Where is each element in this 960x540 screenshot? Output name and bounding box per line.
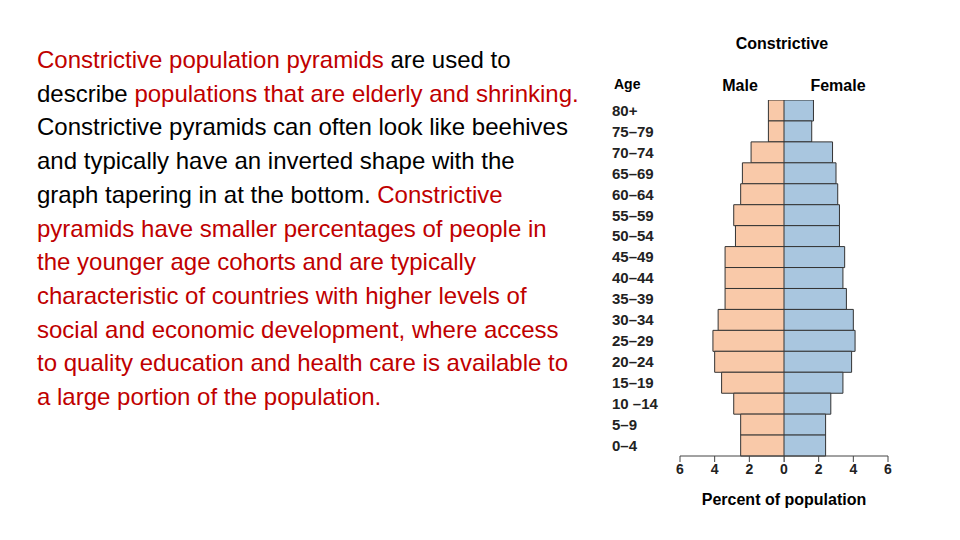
svg-text:0–4: 0–4 — [612, 437, 638, 454]
svg-text:5–9: 5–9 — [612, 416, 637, 433]
svg-text:55–59: 55–59 — [612, 207, 654, 224]
html-text:Constrictive population pyrami: Constrictive population pyramids are use… — [37, 46, 579, 107]
html-text:Constrictive: Constrictive — [735, 35, 829, 52]
html-text:Constrictive pyramids can ofte: Constrictive pyramids can often look lik… — [37, 113, 568, 410]
svg-text:70–74: 70–74 — [612, 144, 654, 161]
svg-text:20–24: 20–24 — [612, 353, 654, 370]
svg-text:75–79: 75–79 — [612, 123, 654, 140]
svg-text:2: 2 — [815, 461, 823, 477]
svg-text:60–64: 60–64 — [612, 186, 654, 203]
html-text:Age: Age — [614, 76, 641, 92]
html-text:Male: Male — [722, 77, 758, 94]
svg-text:45–49: 45–49 — [612, 248, 654, 265]
svg-text:80+: 80+ — [612, 102, 638, 119]
svg-text:4: 4 — [849, 461, 857, 477]
svg-text:30–34: 30–34 — [612, 311, 654, 328]
svg-text:35–39: 35–39 — [612, 290, 654, 307]
svg-text:4: 4 — [711, 461, 719, 477]
svg-text:50–54: 50–54 — [612, 227, 654, 244]
svg-text:6: 6 — [884, 461, 892, 477]
svg-text:10 –14: 10 –14 — [612, 395, 659, 412]
svg-text:6: 6 — [676, 461, 684, 477]
svg-text:40–44: 40–44 — [612, 269, 654, 286]
html-text:Female: Female — [810, 77, 866, 94]
svg-text:0: 0 — [780, 461, 788, 477]
svg-text:2: 2 — [745, 461, 753, 477]
html-text:Percent of population: Percent of population — [701, 491, 867, 508]
svg-text:15–19: 15–19 — [612, 374, 654, 391]
svg-text:65–69: 65–69 — [612, 165, 654, 182]
svg-text:25–29: 25–29 — [612, 332, 654, 349]
